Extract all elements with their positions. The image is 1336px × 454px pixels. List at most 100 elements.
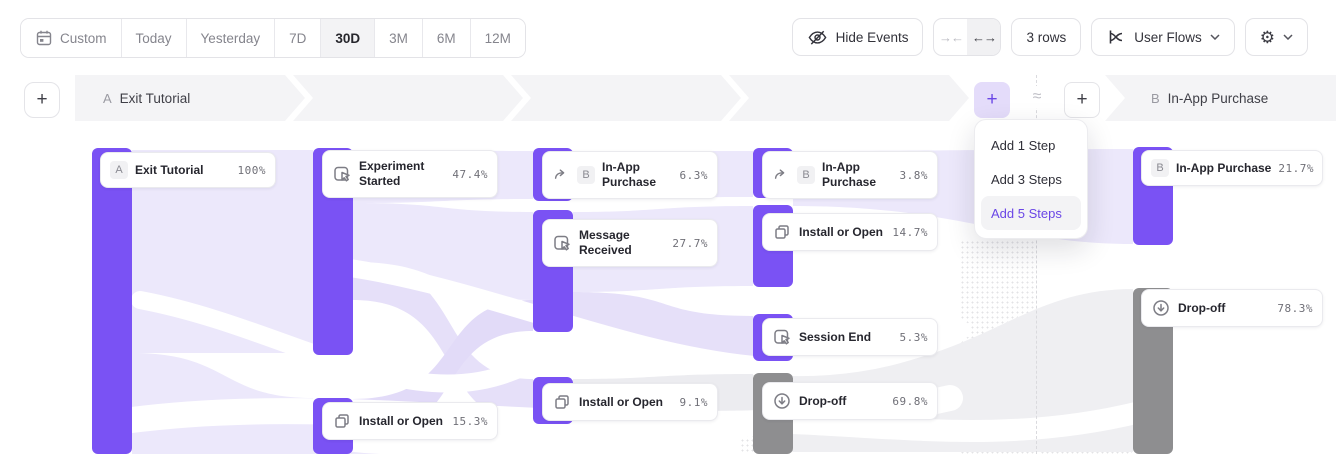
copies-icon [332, 411, 352, 431]
date-option-6m[interactable]: 6M [422, 19, 471, 57]
expand-columns-button[interactable]: ←→ [967, 19, 1001, 55]
step-letter-badge: B [577, 166, 595, 184]
date-option-yesterday[interactable]: Yesterday [186, 19, 276, 57]
node-percent: 69.8% [892, 394, 928, 408]
copies-icon [772, 222, 792, 242]
rows-label: 3 rows [1026, 29, 1067, 45]
date-option-label: 7D [289, 30, 307, 46]
user-flows-icon [1106, 27, 1126, 47]
flow-node-install-or-open[interactable]: Install or Open 14.7% [762, 213, 938, 251]
drop-off-icon [772, 391, 792, 411]
gear-icon: ⚙ [1259, 27, 1275, 47]
flow-a-title: Exit Tutorial [119, 90, 191, 106]
drop-off-icon [1151, 298, 1171, 318]
hide-events-button[interactable]: Hide Events [791, 18, 924, 56]
flow-node-install-or-open[interactable]: Install or Open 9.1% [542, 383, 718, 421]
node-label: In-App Purchase [1176, 160, 1272, 175]
collapse-columns-button[interactable]: →← [934, 19, 967, 55]
node-label: Experiment Started [359, 159, 425, 188]
date-option-label: 12M [484, 30, 511, 46]
node-bar-exit-tutorial[interactable] [92, 148, 132, 454]
node-label: Session End [799, 329, 872, 344]
flow-node-in-app-purchase[interactable]: B In-App Purchase 6.3% [542, 151, 718, 199]
flow-node-install-or-open[interactable]: Install or Open 15.3% [322, 402, 498, 440]
node-label: Exit Tutorial [135, 162, 204, 177]
date-option-label: 30D [335, 30, 361, 46]
flow-separator-line [1036, 75, 1037, 454]
forward-arrow-icon [552, 166, 570, 184]
calendar-icon [35, 29, 53, 47]
expand-icon: ←→ [971, 29, 997, 45]
menu-item-add-3-steps[interactable]: Add 3 Steps [991, 171, 1062, 187]
node-percent: 21.7% [1278, 161, 1314, 175]
node-label: Install or Open [579, 394, 664, 409]
flow-node-drop-off-b[interactable]: Drop-off 78.3% [1141, 289, 1323, 327]
flow-node-message-received[interactable]: Message Received 27.7% [542, 219, 718, 267]
pointer-click-icon [772, 327, 792, 347]
rows-button[interactable]: 3 rows [1011, 18, 1082, 56]
add-steps-menu: Add 1 Step Add 3 Steps Add 5 Steps [974, 119, 1088, 239]
node-percent: 15.3% [452, 414, 488, 428]
flow-a-letter: A [103, 90, 112, 106]
node-label: In-App Purchase [822, 160, 877, 189]
eye-off-icon [807, 27, 828, 48]
date-option-label: Yesterday [200, 30, 261, 46]
view-type-dropdown[interactable]: User Flows [1091, 18, 1235, 56]
node-percent: 3.8% [899, 168, 928, 182]
node-label: Drop-off [799, 393, 847, 408]
node-label: Install or Open [799, 224, 884, 239]
node-percent: 27.7% [672, 236, 708, 250]
flow-a-header-segment [729, 75, 969, 121]
flow-node-in-app-purchase[interactable]: B In-App Purchase 3.8% [762, 151, 938, 199]
flow-a-header[interactable]: A Exit Tutorial [75, 75, 305, 121]
date-option-label: Today [135, 30, 172, 46]
flow-b-letter: B [1151, 90, 1160, 106]
node-label: Message Received [579, 228, 632, 257]
flow-b-header[interactable]: B In-App Purchase [1105, 75, 1336, 121]
date-option-7d[interactable]: 7D [275, 19, 322, 57]
menu-item-add-5-steps[interactable]: Add 5 Steps [981, 196, 1081, 230]
date-option-label: 6M [436, 30, 456, 46]
hide-events-label: Hide Events [835, 29, 909, 45]
settings-dropdown[interactable]: ⚙ [1244, 18, 1308, 56]
node-percent: 14.7% [892, 225, 928, 239]
date-option-label: 3M [389, 30, 408, 46]
add-step-before-button[interactable]: + [1064, 82, 1100, 118]
flow-node-drop-off[interactable]: Drop-off 69.8% [762, 382, 938, 420]
node-percent: 6.3% [679, 168, 708, 182]
collapse-expand-toggle: →← ←→ [933, 18, 1002, 56]
node-percent: 47.4% [452, 167, 488, 181]
flow-node-in-app-purchase-b[interactable]: B In-App Purchase 21.7% [1141, 150, 1323, 186]
add-start-step-button[interactable]: + [24, 82, 60, 118]
flow-node-session-end[interactable]: Session End 5.3% [762, 318, 938, 356]
pointer-click-icon [552, 233, 572, 253]
step-letter-badge: A [110, 161, 128, 179]
forward-arrow-icon [772, 166, 790, 184]
dropoff-texture [1040, 400, 1132, 454]
date-option-label: Custom [60, 30, 107, 46]
node-percent: 78.3% [1277, 301, 1313, 315]
approx-equal-icon: ≈ [1026, 86, 1048, 108]
date-option-today[interactable]: Today [121, 19, 187, 57]
node-percent: 9.1% [679, 395, 708, 409]
flow-node-experiment-started[interactable]: Experiment Started 47.4% [322, 150, 498, 198]
collapse-icon: →← [938, 29, 964, 45]
flow-a-header-segment [511, 75, 741, 121]
date-option-12m[interactable]: 12M [470, 19, 525, 57]
date-option-custom[interactable]: Custom [21, 19, 122, 57]
view-type-label: User Flows [1134, 29, 1202, 45]
step-letter-badge: B [1151, 159, 1169, 177]
flow-node-exit-tutorial[interactable]: A Exit Tutorial 100% [100, 152, 276, 188]
node-label: Install or Open [359, 413, 444, 428]
step-letter-badge: B [797, 166, 815, 184]
add-step-after-button[interactable]: + [974, 82, 1010, 118]
flow-a-header-segment [293, 75, 523, 121]
chevron-down-icon [1210, 34, 1220, 40]
date-range-selector: Custom Today Yesterday 7D 30D 3M 6M 12M [20, 18, 526, 58]
copies-icon [552, 392, 572, 412]
flow-b-title: In-App Purchase [1167, 90, 1269, 106]
menu-item-add-1-step[interactable]: Add 1 Step [991, 137, 1056, 153]
date-option-3m[interactable]: 3M [375, 19, 423, 57]
date-option-30d[interactable]: 30D [321, 19, 376, 57]
